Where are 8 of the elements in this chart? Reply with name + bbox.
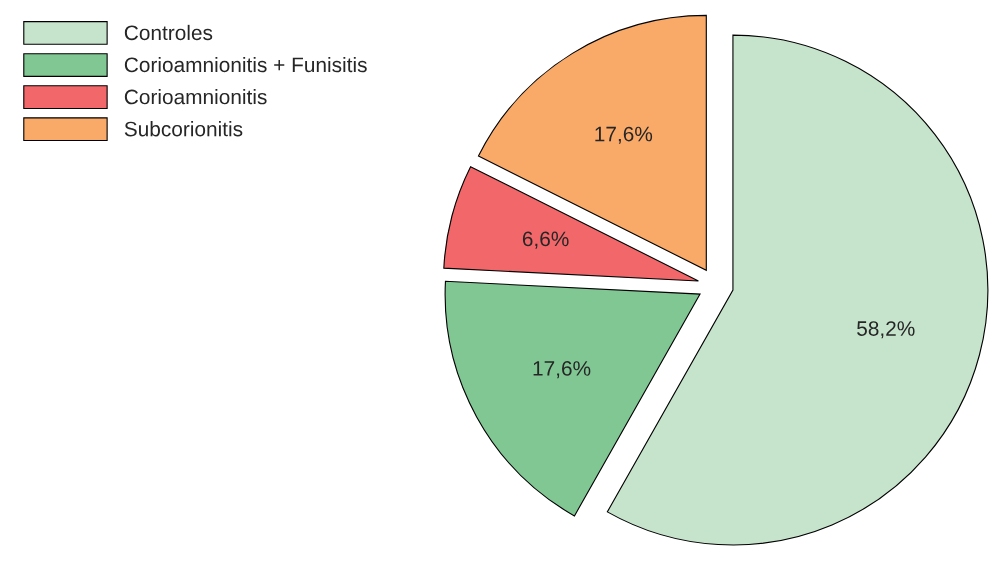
- legend-label: Subcorionitis: [124, 121, 243, 137]
- legend-label: Corioamnionitis: [124, 89, 267, 105]
- legend-label: Controles: [124, 24, 213, 41]
- data-label: 17,6%: [595, 126, 653, 144]
- data-label: 17,6%: [533, 361, 591, 379]
- data-label: 58,2%: [857, 321, 915, 339]
- data-label: 6,6%: [522, 231, 569, 249]
- legend-label: Corioamnionitis + Funisitis: [124, 56, 367, 73]
